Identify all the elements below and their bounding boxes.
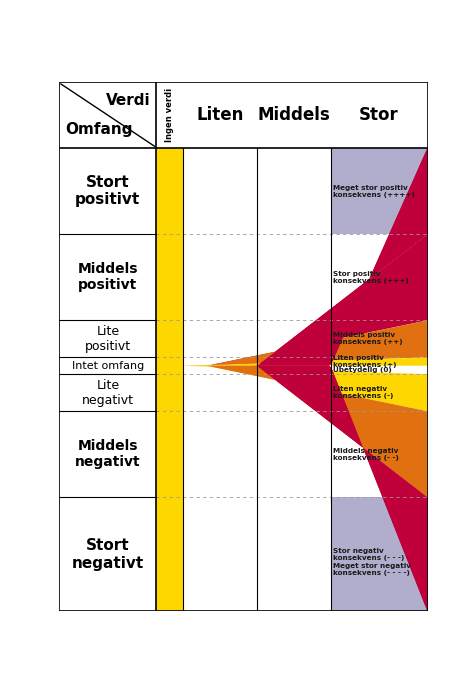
Bar (156, 148, 183, 611)
Text: Liten: Liten (197, 106, 244, 124)
Polygon shape (183, 365, 428, 374)
Text: Stor positiv
konsekvens (+++): Stor positiv konsekvens (+++) (333, 271, 408, 284)
Polygon shape (331, 497, 428, 611)
Polygon shape (183, 320, 428, 365)
Text: Stor: Stor (359, 106, 399, 124)
Polygon shape (183, 357, 428, 365)
Bar (156, 148, 428, 611)
Text: Lite
positivt: Lite positivt (85, 325, 131, 353)
Text: Middels
negativt: Middels negativt (75, 439, 141, 469)
Text: Lite
negativt: Lite negativt (82, 379, 134, 407)
Text: Stort
negativt: Stort negativt (72, 538, 144, 571)
Text: Meget stor negativ
konsekvens (- - - -): Meget stor negativ konsekvens (- - - -) (333, 563, 411, 576)
Polygon shape (183, 148, 428, 365)
Polygon shape (183, 365, 428, 611)
Polygon shape (183, 234, 428, 365)
Text: Stort
positivt: Stort positivt (75, 174, 141, 207)
Polygon shape (183, 365, 428, 611)
Polygon shape (183, 365, 428, 497)
Text: Ubetydelig (0): Ubetydelig (0) (333, 367, 392, 373)
Polygon shape (183, 365, 428, 412)
Text: Middels: Middels (257, 106, 330, 124)
Text: Middels positiv
konsekvens (++): Middels positiv konsekvens (++) (333, 333, 403, 346)
Text: Middels
positivt: Middels positivt (77, 262, 138, 293)
Text: Liten negativ
konsekvens (-): Liten negativ konsekvens (-) (333, 386, 393, 399)
Text: Liten positiv
konsekvens (+): Liten positiv konsekvens (+) (333, 355, 397, 368)
Polygon shape (331, 148, 428, 234)
Text: Verdi: Verdi (105, 93, 150, 109)
Bar (156, 148, 183, 611)
Polygon shape (183, 148, 428, 365)
Text: Meget stor positiv
konsekvens (++++): Meget stor positiv konsekvens (++++) (333, 185, 415, 197)
Text: Intet omfang: Intet omfang (72, 361, 144, 371)
Text: Middels negativ
konsekvens (- -): Middels negativ konsekvens (- -) (333, 448, 399, 461)
Text: Omfang: Omfang (66, 122, 133, 137)
Text: Stor negativ
konsekvens (- - -): Stor negativ konsekvens (- - -) (333, 548, 404, 561)
Text: Ingen verdi: Ingen verdi (165, 88, 174, 142)
